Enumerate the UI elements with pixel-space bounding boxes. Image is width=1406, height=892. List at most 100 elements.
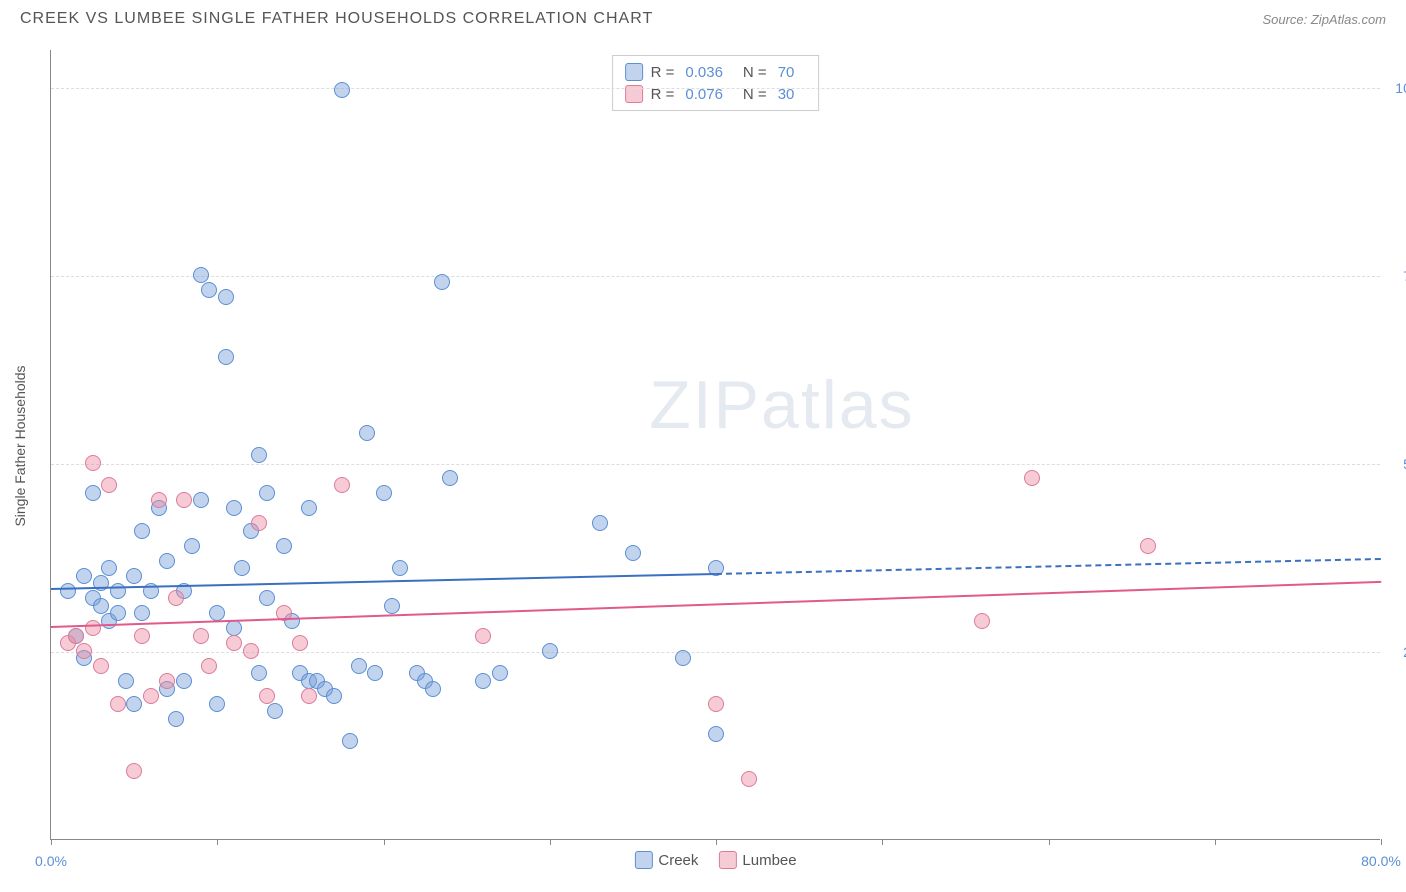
- legend-r-value: 0.036: [685, 64, 723, 81]
- scatter-point: [101, 477, 117, 493]
- scatter-point: [267, 703, 283, 719]
- scatter-point: [110, 696, 126, 712]
- scatter-point: [85, 455, 101, 471]
- legend-correlation: R =0.036N =70R =0.076N =30: [612, 55, 820, 111]
- scatter-point: [475, 628, 491, 644]
- scatter-point: [442, 470, 458, 486]
- legend-swatch: [718, 851, 736, 869]
- scatter-point: [226, 635, 242, 651]
- watermark: ZIPatlas: [649, 366, 914, 444]
- x-tick: [217, 839, 218, 845]
- scatter-point: [392, 560, 408, 576]
- legend-n-value: 70: [778, 64, 795, 81]
- scatter-point: [110, 583, 126, 599]
- scatter-point: [334, 82, 350, 98]
- x-tick: [716, 839, 717, 845]
- scatter-point: [741, 771, 757, 787]
- scatter-point: [201, 282, 217, 298]
- scatter-point: [234, 560, 250, 576]
- scatter-point: [425, 681, 441, 697]
- x-tick: [1049, 839, 1050, 845]
- scatter-point: [342, 733, 358, 749]
- scatter-point: [151, 492, 167, 508]
- legend-series-item: Creek: [634, 851, 698, 869]
- scatter-point: [68, 628, 84, 644]
- scatter-point: [492, 665, 508, 681]
- scatter-point: [301, 688, 317, 704]
- y-axis-label: Single Father Households: [12, 365, 28, 526]
- legend-n-label: N =: [743, 64, 767, 81]
- scatter-point: [60, 583, 76, 599]
- scatter-point: [93, 598, 109, 614]
- scatter-point: [259, 590, 275, 606]
- scatter-point: [85, 485, 101, 501]
- scatter-point: [101, 560, 117, 576]
- legend-series-label: Creek: [658, 852, 698, 869]
- scatter-point: [367, 665, 383, 681]
- x-tick: [1381, 839, 1382, 845]
- scatter-point: [209, 696, 225, 712]
- scatter-point: [176, 673, 192, 689]
- scatter-chart: ZIPatlas R =0.036N =70R =0.076N =30 Cree…: [50, 50, 1380, 840]
- scatter-point: [625, 545, 641, 561]
- scatter-point: [376, 485, 392, 501]
- scatter-point: [276, 538, 292, 554]
- y-tick-label: 5.0%: [1385, 456, 1406, 472]
- scatter-point: [218, 349, 234, 365]
- legend-swatch: [634, 851, 652, 869]
- trend-line: [51, 573, 716, 590]
- trend-line: [716, 558, 1381, 575]
- y-tick-label: 10.0%: [1385, 80, 1406, 96]
- scatter-point: [1140, 538, 1156, 554]
- legend-swatch: [625, 63, 643, 81]
- scatter-point: [251, 447, 267, 463]
- gridline: [51, 464, 1380, 465]
- scatter-point: [292, 635, 308, 651]
- scatter-point: [334, 477, 350, 493]
- scatter-point: [76, 568, 92, 584]
- scatter-point: [93, 658, 109, 674]
- scatter-point: [542, 643, 558, 659]
- scatter-point: [226, 620, 242, 636]
- legend-series-item: Lumbee: [718, 851, 796, 869]
- scatter-point: [143, 688, 159, 704]
- scatter-point: [209, 605, 225, 621]
- scatter-point: [159, 553, 175, 569]
- legend-series-label: Lumbee: [742, 852, 796, 869]
- gridline: [51, 88, 1380, 89]
- scatter-point: [475, 673, 491, 689]
- scatter-point: [226, 500, 242, 516]
- scatter-point: [126, 568, 142, 584]
- scatter-point: [708, 726, 724, 742]
- scatter-point: [974, 613, 990, 629]
- scatter-point: [193, 492, 209, 508]
- scatter-point: [176, 492, 192, 508]
- scatter-point: [85, 620, 101, 636]
- scatter-point: [301, 500, 317, 516]
- legend-row: R =0.036N =70: [625, 61, 807, 83]
- scatter-point: [326, 688, 342, 704]
- scatter-point: [193, 267, 209, 283]
- x-tick: [51, 839, 52, 845]
- legend-row: R =0.076N =30: [625, 83, 807, 105]
- y-tick-label: 2.5%: [1385, 644, 1406, 660]
- trend-line: [51, 580, 1381, 627]
- scatter-point: [134, 605, 150, 621]
- scatter-point: [126, 763, 142, 779]
- scatter-point: [592, 515, 608, 531]
- scatter-point: [134, 628, 150, 644]
- scatter-point: [384, 598, 400, 614]
- x-tick-label: 0.0%: [35, 853, 67, 869]
- x-tick: [882, 839, 883, 845]
- source-label: Source: ZipAtlas.com: [1262, 12, 1386, 27]
- scatter-point: [259, 688, 275, 704]
- x-tick: [1215, 839, 1216, 845]
- scatter-point: [126, 696, 142, 712]
- scatter-point: [351, 658, 367, 674]
- scatter-point: [168, 590, 184, 606]
- scatter-point: [434, 274, 450, 290]
- scatter-point: [110, 605, 126, 621]
- scatter-point: [1024, 470, 1040, 486]
- scatter-point: [201, 658, 217, 674]
- scatter-point: [675, 650, 691, 666]
